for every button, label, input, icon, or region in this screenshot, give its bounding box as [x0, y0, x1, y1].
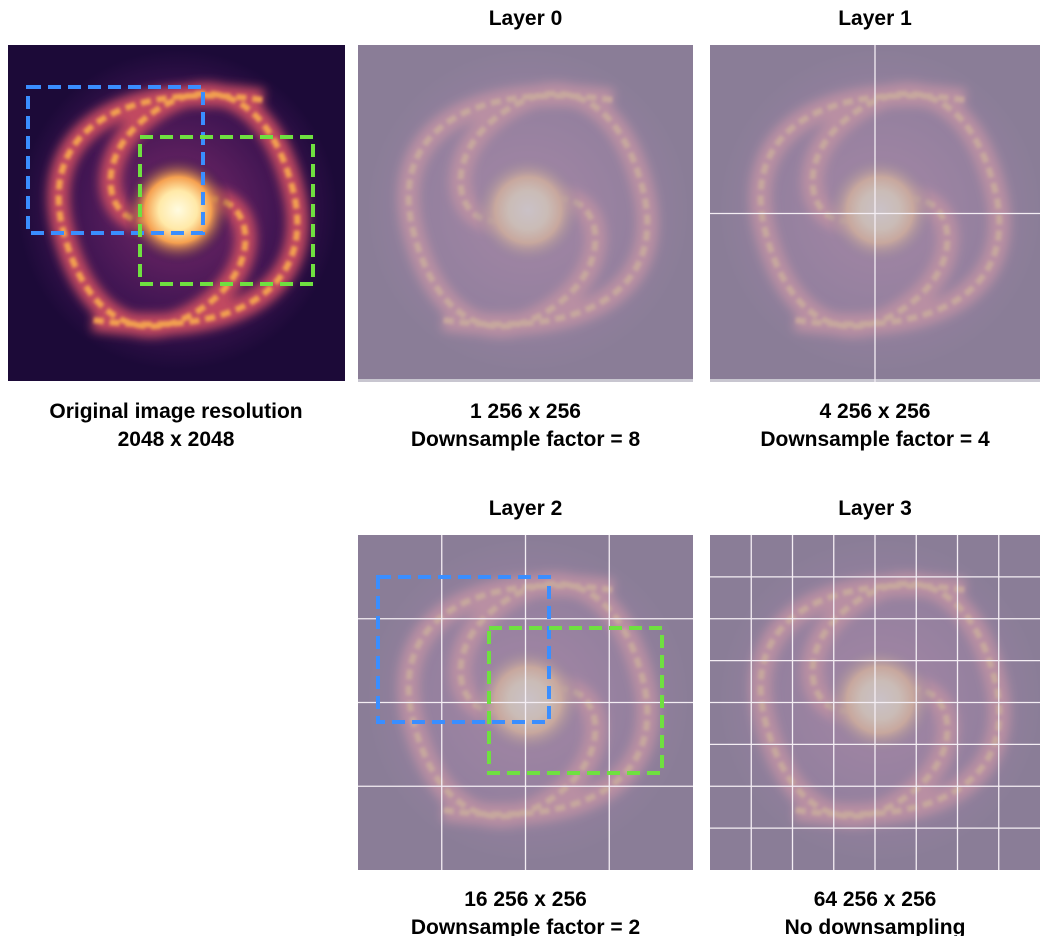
layer-panel: Layer 0 1 256 x 256 Downsample factor = 8 [358, 7, 695, 451]
caption: Downsample factor = 4 [760, 428, 990, 451]
diagram: Original image resolution 2048 x 2048 La… [0, 0, 1040, 936]
caption: 16 256 x 256 [464, 888, 587, 911]
layer-image [358, 535, 695, 872]
layer-title: Layer 0 [489, 7, 563, 30]
caption: 1 256 x 256 [470, 400, 581, 423]
caption: Original image resolution [49, 400, 302, 423]
wash [358, 45, 693, 382]
layer-image [358, 45, 695, 382]
caption: 2048 x 2048 [118, 428, 235, 451]
original-image [8, 45, 345, 382]
caption: No downsampling [785, 916, 966, 936]
bottom-bar [358, 379, 693, 382]
caption: 64 256 x 256 [814, 888, 937, 911]
layer-panel: Layer 1 4 256 x 256 Downsample factor = 4 [710, 7, 1040, 451]
caption: Downsample factor = 2 [411, 916, 640, 936]
caption: 4 256 x 256 [820, 400, 931, 423]
layer-title: Layer 2 [489, 497, 563, 520]
layer-panel: Layer 2 16 256 x 256 Downsample factor = 2 [358, 497, 695, 936]
caption: Downsample factor = 8 [411, 428, 641, 451]
layer-title: Layer 1 [838, 7, 912, 30]
layer-title: Layer 3 [838, 497, 912, 520]
layer-panel: Layer 3 64 256 x 256 No downsampling [710, 497, 1040, 936]
